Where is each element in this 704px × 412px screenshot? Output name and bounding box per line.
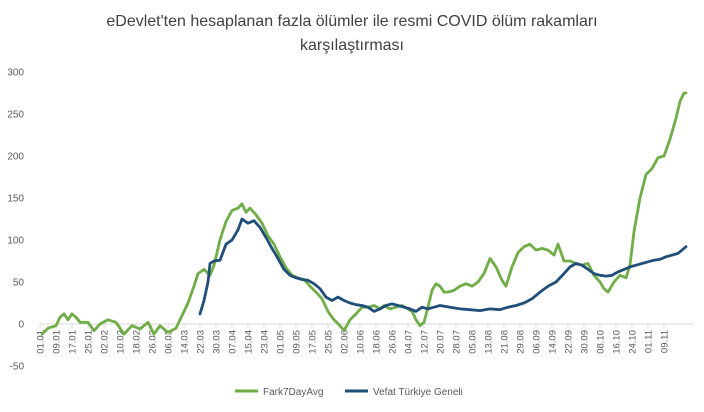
x-tick-label: 28.07 — [452, 330, 463, 354]
x-tick-label: 30.09 — [580, 330, 591, 354]
x-tick-label: 13.08 — [484, 330, 495, 354]
y-tick-label: 50 — [13, 278, 25, 289]
series-line-fark7dayavg — [40, 91, 688, 336]
x-tick-label: 25.01 — [84, 330, 95, 354]
x-tick-label: 01.01 — [36, 330, 47, 354]
x-tick-label: 17.05 — [308, 330, 319, 354]
plot-area — [40, 91, 688, 336]
x-tick-label: 06.03 — [164, 330, 175, 354]
x-tick-label: 08.10 — [596, 330, 607, 354]
y-tick-label: 100 — [7, 236, 24, 247]
y-tick-label: 150 — [7, 194, 24, 205]
x-tick-label: 10.02 — [116, 330, 127, 354]
x-tick-label: 14.09 — [548, 330, 559, 354]
y-tick-label: 0 — [18, 320, 24, 331]
x-tick-label: 15.04 — [244, 330, 255, 354]
x-tick-label: 17.01 — [68, 330, 79, 354]
x-tick-label: 25.05 — [324, 330, 335, 354]
x-tick-label: 22.09 — [564, 330, 575, 354]
x-tick-label: 22.03 — [196, 330, 207, 354]
chart-title-line1: eDevlet'ten hesaplanan fazla ölümler ile… — [106, 13, 597, 30]
x-tick-label: 26.02 — [148, 330, 159, 354]
y-axis: -50 0 50 100 150 200 250 300 — [7, 68, 24, 373]
series-line-vefat-turkiye-geneli — [198, 217, 688, 316]
x-tick-label: 23.04 — [260, 330, 271, 354]
x-tick-label: 06.09 — [532, 330, 543, 354]
x-tick-label: 01.11 — [644, 330, 655, 353]
x-tick-label: 18.06 — [372, 330, 383, 354]
x-tick-label: 26.06 — [388, 330, 399, 354]
legend-label-vefat: Vefat Türkiye Geneli — [373, 387, 463, 398]
x-tick-label: 07.04 — [228, 330, 239, 354]
x-tick-label: 16.10 — [612, 330, 623, 354]
x-tick-label: 09.11 — [660, 330, 671, 353]
x-tick-label: 02.02 — [100, 330, 111, 354]
x-tick-label: 24.10 — [628, 330, 639, 354]
legend: Fark7DayAvg Vefat Türkiye Geneli — [235, 387, 463, 398]
legend-label-fark: Fark7DayAvg — [263, 387, 323, 398]
y-tick-label: -50 — [10, 362, 25, 373]
x-tick-label: 12.07 — [420, 330, 431, 354]
x-tick-label: 09.05 — [292, 330, 303, 354]
x-axis: 01.01 09.01 17.01 25.01 02.02 10.02 18.02 26.02… — [36, 323, 694, 354]
x-tick-label: 18.02 — [132, 330, 143, 354]
y-tick-label: 200 — [7, 152, 24, 163]
x-tick-label: 20.07 — [436, 330, 447, 354]
x-tick-label: 30.03 — [212, 330, 223, 354]
x-tick-label: 09.01 — [52, 330, 63, 354]
y-tick-label: 250 — [7, 110, 24, 121]
x-tick-label: 01.05 — [276, 330, 287, 354]
x-tick-label: 02.06 — [340, 330, 351, 354]
x-tick-label: 21.08 — [500, 330, 511, 354]
x-tick-label: 10.06 — [356, 330, 367, 354]
x-tick-label: 05.08 — [468, 330, 479, 354]
x-tick-label: 14.03 — [180, 330, 191, 354]
x-tick-label: 29.08 — [516, 330, 527, 354]
y-tick-label: 300 — [7, 68, 24, 79]
x-tick-label: 04.07 — [404, 330, 415, 354]
chart-title-line2: karşılaştırması — [300, 37, 404, 54]
